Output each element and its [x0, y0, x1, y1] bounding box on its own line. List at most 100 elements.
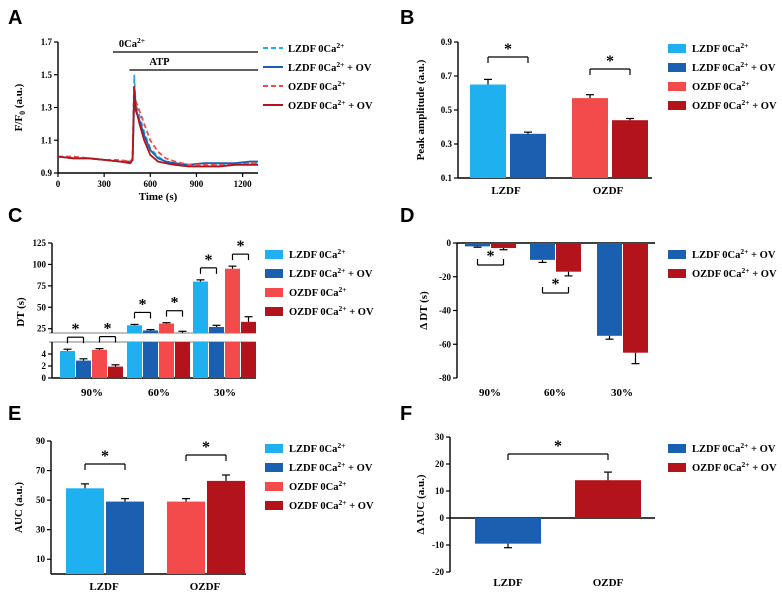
panel-f-group-label-1: OZDF — [593, 577, 624, 589]
panel-c-legend-label-lzdf_ov: LZDF 0Ca2+​ + OV — [289, 266, 373, 280]
panel-b-legend-label-ozdf: OZDF 0Ca2+​ — [692, 79, 750, 93]
panel-a-xtick-label-0: 0 — [56, 179, 61, 189]
panel-d-ytick-label-1: -20 — [439, 272, 451, 282]
panel-a-trace-lzdf_ov — [57, 102, 258, 166]
panel-f-ytick-label-5: -20 — [432, 567, 444, 577]
panel-e-ytick-label-0: 10 — [36, 554, 46, 564]
panel-b-legend-swatch-lzdf — [668, 44, 686, 53]
panel-e-legend-swatch-lzdf — [265, 444, 283, 453]
panel-e-ytick-label-1: 30 — [36, 525, 46, 535]
panel-b-ytick-label-2: 0.5 — [441, 105, 453, 115]
panel-b-legend-swatch-lzdf_ov — [668, 63, 686, 72]
panel-f-ytick-label-3: 0 — [440, 513, 445, 523]
panel-a-xtick-label-1: 300 — [97, 179, 111, 189]
panel-a-legend-label-ozdf_ov: OZDF 0Ca2+​ + OV — [288, 98, 373, 112]
panel-c-bar-lzdf_ov-2-lower — [209, 342, 224, 378]
panel-d-ytick-label-3: -60 — [439, 339, 451, 349]
panel-a-ytick-label-3: 1.5 — [41, 70, 53, 80]
panel-c-ylabel: DT (s) — [15, 297, 27, 327]
panel-c-sig-0-star: * — [72, 321, 80, 338]
panel-a-xlabel: Time (s) — [139, 191, 178, 203]
panel-c-legend-swatch-lzdf — [265, 250, 283, 259]
panel-c-sig-3-star: * — [171, 295, 179, 312]
panel-c-upper-ytick-label-4: 125 — [33, 238, 47, 248]
panel-e-bar-lzdf — [66, 488, 104, 574]
panel-b-bar-lzdf_ov — [510, 133, 546, 178]
panel-label-d: D — [400, 205, 414, 227]
panel-d-legend-label-lzdf_ov: LZDF 0Ca2+​ + OV — [692, 247, 776, 261]
panel-c-upper-ytick-label-2: 75 — [37, 281, 47, 291]
panel-a-legend-label-lzdf: LZDF 0Ca2+​ — [288, 41, 344, 55]
panel-f-legend-swatch-ozdf_ov — [668, 463, 686, 472]
panel-c-lower-ytick-label-1: 2 — [42, 361, 47, 371]
panel-d-ytick-label-4: -80 — [439, 373, 451, 383]
panel-c-bar-lzdf-2-lower — [193, 342, 208, 378]
panel-d-ytick-label-2: -40 — [439, 306, 451, 316]
panel-d-group-label-2: 30% — [611, 387, 633, 399]
panel-label-e: E — [8, 403, 21, 425]
panel-e-group-label-0: LZDF — [89, 581, 119, 593]
panel-e-legend-label-lzdf: LZDF 0Ca2+​ — [289, 441, 345, 455]
panel-b-bar-lzdf — [470, 84, 506, 178]
panel-d-bar-ozdf_ov-0 — [491, 243, 516, 249]
panel-a-trace-ozdf_ov — [57, 86, 258, 168]
panel-c-bar-lzdf-1-lower — [127, 342, 142, 378]
panel-c-legend-label-ozdf: OZDF 0Ca2+​ — [289, 285, 347, 299]
panel-c-bar-ozdf-2-lower — [225, 342, 240, 378]
panel-c-upper-ytick-label-1: 50 — [37, 302, 47, 312]
panel-c-legend-label-ozdf_ov: OZDF 0Ca2+​ + OV — [289, 304, 374, 318]
panel-b-legend-label-lzdf_ov: LZDF 0Ca2+​ + OV — [692, 60, 776, 74]
panel-c-bar-ozdf-0 — [92, 349, 107, 378]
panel-f-group-label-0: LZDF — [493, 577, 523, 589]
panel-b-group-label-0: LZDF — [491, 185, 521, 197]
panel-d-bar-lzdf_ov-1 — [530, 243, 555, 260]
panel-e-legend-swatch-lzdf_ov — [265, 463, 283, 472]
panel-f-ytick-label-4: -10 — [432, 540, 444, 550]
panel-e-legend-label-ozdf_ov: OZDF 0Ca2+​ + OV — [289, 498, 374, 512]
panel-c-legend-swatch-lzdf_ov — [265, 269, 283, 278]
panel-c-bar-ozdf_ov-2-upper — [241, 321, 256, 333]
panel-d-legend-swatch-ozdf_ov — [668, 269, 686, 278]
panel-b-bar-ozdf — [572, 98, 608, 178]
panel-d-bar-lzdf_ov-0 — [465, 243, 490, 247]
panel-c-sig-1-star: * — [104, 321, 112, 338]
panel-c-bar-lzdf-1-upper — [127, 325, 142, 333]
panel-b-legend-label-lzdf: LZDF 0Ca2+​ — [692, 41, 748, 55]
panel-c-sig-2-star: * — [139, 296, 147, 313]
panel-d-legend-label-ozdf_ov: OZDF 0Ca2+​ + OV — [692, 266, 777, 280]
panel-a-ytick-label-2: 1.3 — [41, 103, 53, 113]
panel-a-0ca-label: 0Ca2+​ — [119, 36, 145, 50]
panel-c-legend-swatch-ozdf — [265, 288, 283, 297]
panel-b-group-label-1: OZDF — [593, 185, 624, 197]
panel-c-sig-4-star: * — [205, 252, 213, 269]
panel-d-ytick-label-0: 0 — [447, 238, 452, 248]
panel-e-ytick-label-2: 50 — [36, 495, 46, 505]
panel-c-bar-lzdf-0 — [60, 351, 75, 378]
panel-d-legend-swatch-lzdf_ov — [668, 250, 686, 259]
panel-d-group-label-1: 60% — [544, 387, 566, 399]
panel-d-sig-1-star: * — [552, 276, 560, 293]
panel-c-bar-lzdf_ov-2-upper — [209, 327, 224, 333]
panel-e-ytick-label-4: 90 — [36, 436, 46, 446]
panel-a-atp-label: ATP — [149, 57, 170, 68]
panel-c-bar-ozdf_ov-0 — [108, 366, 123, 378]
panel-b-ytick-label-4: 0.9 — [441, 37, 453, 47]
panel-f-bar-ozdf_ov — [575, 480, 641, 518]
panel-a-ytick-label-4: 1.7 — [41, 37, 53, 47]
panel-f-legend-swatch-lzdf_ov — [668, 444, 686, 453]
panel-b-legend-swatch-ozdf — [668, 82, 686, 91]
panel-e-legend-swatch-ozdf — [265, 482, 283, 491]
panel-e-group-label-1: OZDF — [190, 581, 221, 593]
panel-c-bar-lzdf_ov-0 — [76, 360, 91, 378]
panel-a-ytick-label-0: 0.9 — [41, 168, 53, 178]
panel-c-group-label-1: 60% — [148, 387, 170, 399]
panel-c-bar-lzdf-2-upper — [193, 281, 208, 333]
panel-c-upper-ytick-label-0: 25 — [37, 324, 47, 334]
panel-e-legend-swatch-ozdf_ov — [265, 501, 283, 510]
panel-e-sig-1-star: * — [202, 439, 210, 456]
panel-f-bar-lzdf_ov — [475, 518, 541, 544]
panel-c-lower-ytick-label-2: 4 — [42, 349, 47, 359]
panel-f-sig-0-star: * — [554, 438, 562, 455]
panel-a-xtick-label-3: 900 — [190, 179, 204, 189]
panel-b-legend-swatch-ozdf_ov — [668, 101, 686, 110]
